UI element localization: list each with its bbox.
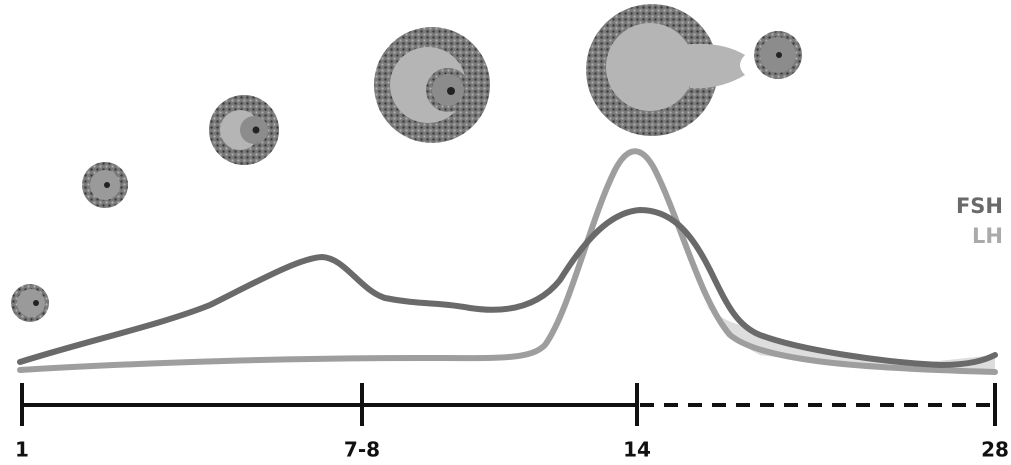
axis-label: 7-8: [344, 438, 380, 462]
follicle: [82, 162, 128, 208]
diagram: FSH LH 1 7-8 14 28: [0, 0, 1011, 465]
follicle: [586, 4, 745, 136]
axis-label: 14: [623, 438, 651, 462]
lh-curve: [20, 151, 995, 372]
axis-label: 28: [981, 438, 1009, 462]
axis-label: 1: [15, 438, 29, 462]
fsh-curve: [20, 210, 995, 365]
follicle: [374, 27, 490, 143]
follicle: [11, 284, 49, 322]
legend-label: FSH: [956, 194, 1003, 218]
follicles: [11, 4, 802, 322]
follicle: [754, 31, 802, 79]
time-axis: [22, 383, 995, 426]
area-shade: [700, 300, 995, 372]
follicle: [209, 95, 279, 165]
legend-label: LH: [972, 224, 1003, 248]
